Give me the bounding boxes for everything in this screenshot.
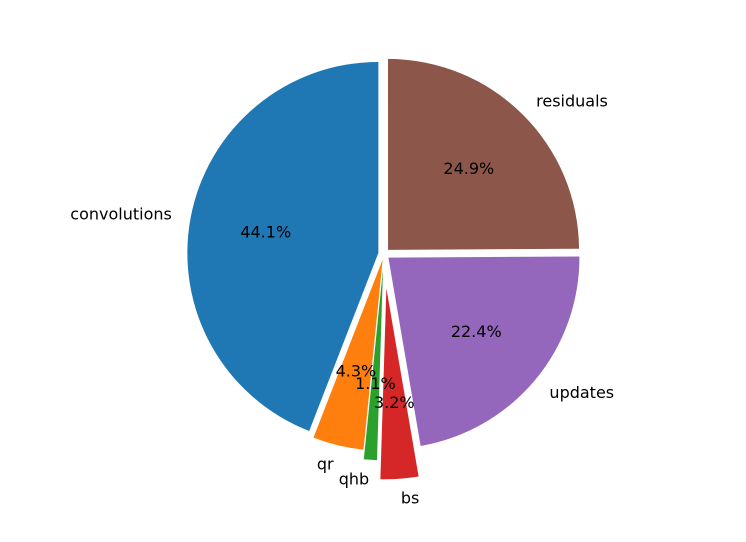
labels-layer: 44.1% convolutions 4.3% qr 1.1% qhb 3.2% bs 22.4… xyxy=(70,91,614,507)
pie-slice-bs xyxy=(380,288,419,480)
pie-slice-updates xyxy=(388,256,580,446)
pie-slice-convolutions xyxy=(187,61,379,431)
slice-label-qhb: qhb xyxy=(339,469,369,488)
pct-label-bs: 3.2% xyxy=(374,393,415,412)
pie-slice-qhb xyxy=(363,269,383,461)
pct-label-qhb: 1.1% xyxy=(355,374,396,393)
pct-label-updates: 22.4% xyxy=(451,322,502,341)
slice-label-residuals: residuals xyxy=(536,91,608,110)
slices-layer xyxy=(187,58,580,480)
slice-label-qr: qr xyxy=(317,454,334,473)
slice-label-bs: bs xyxy=(401,488,420,507)
slice-label-updates: updates xyxy=(549,383,614,402)
pct-label-residuals: 24.9% xyxy=(443,159,494,178)
pie-slice-residuals xyxy=(388,58,580,250)
pct-label-qr: 4.3% xyxy=(336,362,377,381)
pie-slice-qr xyxy=(313,259,383,450)
pct-label-convolutions: 44.1% xyxy=(240,222,291,241)
slice-label-convolutions: convolutions xyxy=(70,205,172,224)
